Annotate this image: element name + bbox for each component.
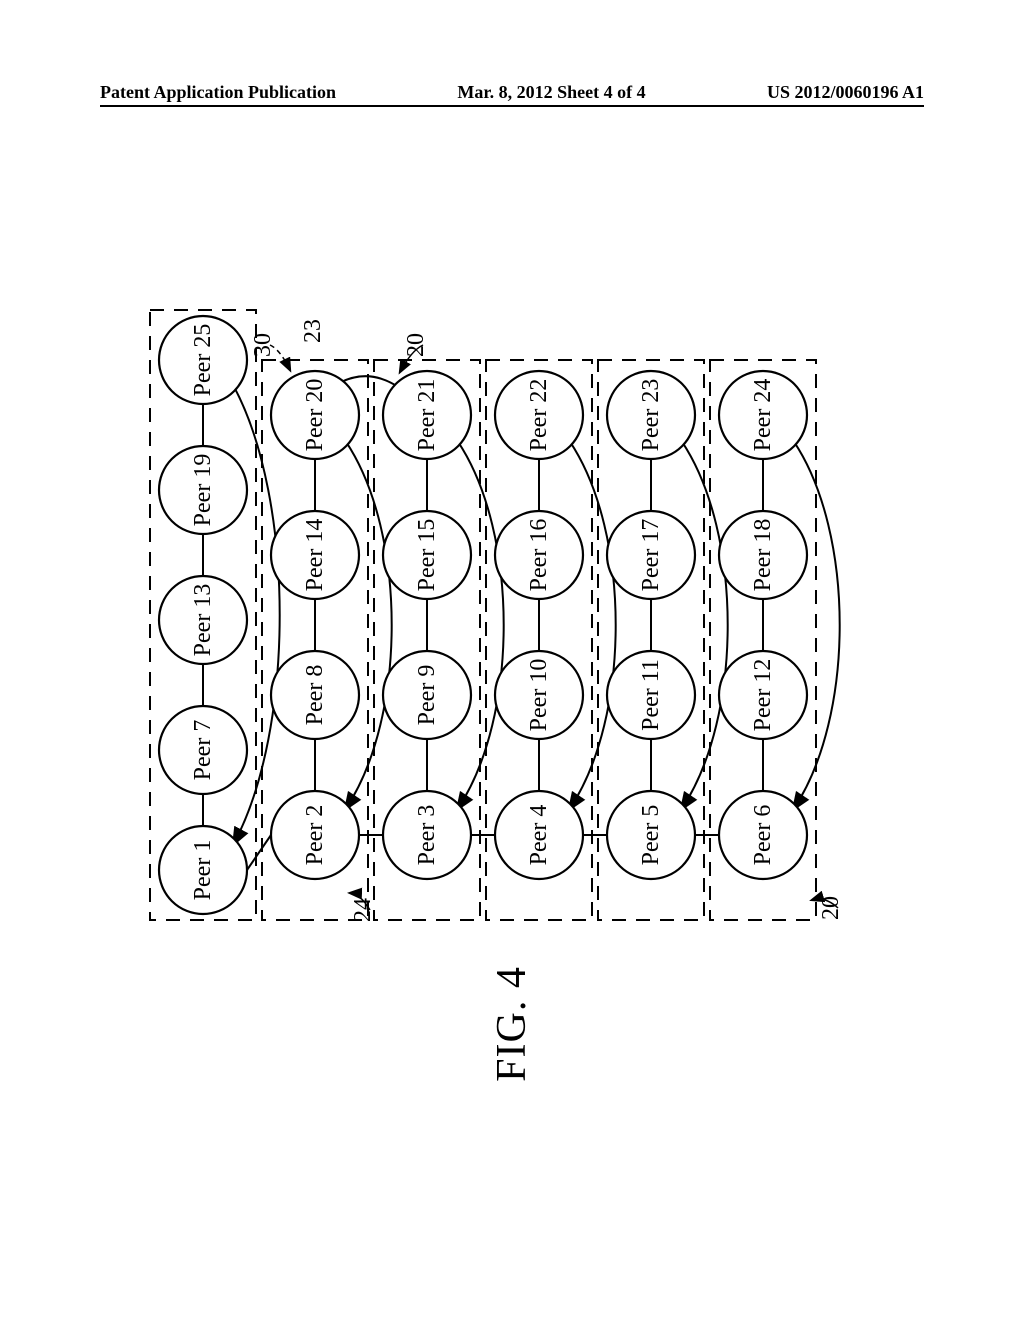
peer-label: Peer 1 (190, 840, 216, 901)
peer-label: Peer 6 (750, 805, 776, 866)
peer-label: Peer 11 (638, 659, 664, 731)
peer-label: Peer 7 (190, 720, 216, 781)
ref-label: 20 (818, 896, 844, 920)
peer-label: Peer 5 (638, 805, 664, 866)
ref-label: 20 (403, 333, 429, 357)
peer-label: Peer 4 (526, 805, 552, 866)
peer-label: Peer 10 (526, 659, 552, 732)
peer-label: Peer 12 (750, 659, 776, 732)
peer-label: Peer 3 (414, 805, 440, 866)
peer-label: Peer 25 (190, 324, 216, 397)
ref-label: 24 (350, 898, 376, 922)
peer-label: Peer 16 (526, 519, 552, 592)
peer-label: Peer 13 (190, 584, 216, 657)
ref-label: 30 (250, 333, 276, 357)
figure-caption: FIG. 4 (488, 966, 536, 1082)
peer-label: Peer 19 (190, 454, 216, 527)
diagram: 23 Peer 25 Peer 19 Peer 13 Peer 7 Peer 1 Peer … (0, 0, 1024, 1320)
peer-label: Peer 18 (750, 519, 776, 592)
peer-label: Peer 17 (638, 519, 664, 592)
ref-label-23: 23 (300, 319, 326, 343)
peer-label: Peer 2 (302, 805, 328, 866)
peer-label: Peer 24 (750, 379, 776, 452)
edge-bottom (247, 835, 271, 870)
peer-label: Peer 21 (414, 379, 440, 452)
peer-label: Peer 8 (302, 665, 328, 726)
peer-label: Peer 15 (414, 519, 440, 592)
peer-label: Peer 23 (638, 379, 664, 452)
page: Patent Application Publication Mar. 8, 2… (0, 0, 1024, 1320)
peer-label: Peer 20 (302, 379, 328, 452)
peer-label: Peer 22 (526, 379, 552, 452)
peer-label: Peer 9 (414, 665, 440, 726)
peer-label: Peer 14 (302, 519, 328, 592)
